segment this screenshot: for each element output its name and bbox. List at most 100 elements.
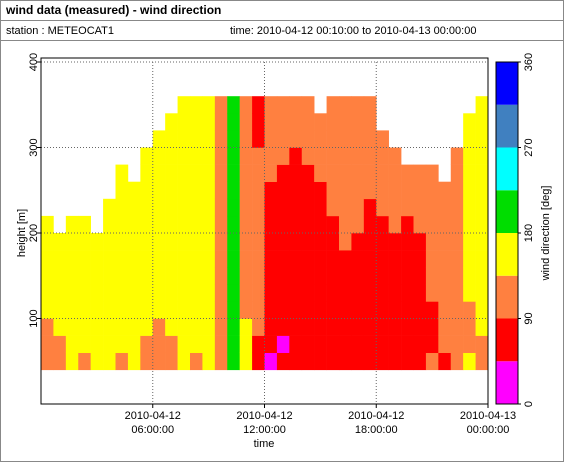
heat-cell bbox=[388, 147, 402, 165]
heat-cell bbox=[475, 113, 489, 131]
heat-cell bbox=[65, 301, 79, 319]
heat-cell bbox=[301, 215, 315, 234]
heat-cell bbox=[177, 335, 191, 353]
heat-cell bbox=[301, 233, 315, 251]
heat-cell bbox=[413, 318, 427, 336]
heat-cell bbox=[127, 301, 141, 319]
colorbar-band bbox=[496, 104, 518, 148]
heat-cell bbox=[301, 352, 315, 371]
heat-cell bbox=[363, 113, 377, 131]
heat-cell bbox=[165, 335, 178, 353]
heat-cell bbox=[326, 130, 340, 148]
heat-cell bbox=[115, 335, 129, 353]
heat-cell bbox=[103, 267, 116, 285]
heat-cell bbox=[276, 130, 290, 148]
heat-cell bbox=[401, 198, 414, 217]
heat-cell bbox=[326, 284, 340, 302]
heat-cell bbox=[475, 267, 489, 285]
heat-cell bbox=[363, 267, 377, 285]
heat-cell bbox=[413, 198, 427, 217]
heat-cell bbox=[289, 215, 303, 234]
heat-cell bbox=[115, 318, 129, 336]
heat-cell bbox=[152, 352, 166, 371]
heat-cell bbox=[301, 301, 315, 319]
heat-cell bbox=[152, 250, 166, 268]
heat-cell bbox=[177, 250, 191, 268]
heat-cell bbox=[301, 335, 315, 353]
heat-cell bbox=[413, 352, 427, 371]
heat-cell bbox=[463, 113, 476, 131]
heat-cell bbox=[127, 198, 141, 217]
heat-cell bbox=[202, 318, 216, 336]
heat-cell bbox=[450, 352, 464, 371]
heat-cell bbox=[475, 164, 489, 182]
heat-cell bbox=[165, 284, 178, 302]
colorbar-band bbox=[496, 190, 518, 233]
heat-cell bbox=[152, 130, 166, 148]
heat-cell bbox=[214, 198, 228, 217]
heat-cell bbox=[165, 164, 178, 182]
heat-cell bbox=[425, 233, 439, 251]
heat-cell bbox=[463, 181, 476, 200]
heat-cell bbox=[53, 318, 67, 336]
heat-cell bbox=[413, 335, 427, 353]
heat-cell bbox=[190, 301, 203, 319]
heat-cell bbox=[127, 318, 141, 336]
heat-cell bbox=[41, 301, 54, 319]
heat-cell bbox=[276, 147, 290, 165]
heat-cell bbox=[413, 215, 427, 234]
heat-cell bbox=[376, 335, 389, 353]
colorbar-band bbox=[496, 361, 518, 404]
heat-cell bbox=[239, 352, 253, 371]
heat-cell bbox=[190, 233, 203, 251]
heat-cell bbox=[214, 130, 228, 148]
heat-cell bbox=[301, 284, 315, 302]
heat-cell bbox=[475, 301, 489, 319]
heat-cell bbox=[264, 335, 278, 353]
heat-cell bbox=[41, 267, 54, 285]
heat-cell bbox=[351, 130, 365, 148]
heat-cell bbox=[214, 181, 228, 200]
heat-cell bbox=[252, 335, 265, 353]
heat-cell bbox=[140, 284, 154, 302]
heat-cell bbox=[463, 215, 476, 234]
heat-cell bbox=[301, 96, 315, 114]
colorbar-band bbox=[496, 318, 518, 362]
heat-cell bbox=[388, 164, 402, 182]
heat-cell bbox=[463, 284, 476, 302]
heat-cell bbox=[363, 181, 377, 200]
heat-cell bbox=[252, 352, 265, 371]
heat-cell bbox=[227, 181, 240, 200]
heat-cell bbox=[413, 250, 427, 268]
heat-cell bbox=[165, 181, 178, 200]
colorbar-tick-label: 360 bbox=[523, 53, 535, 71]
heat-cell bbox=[264, 164, 278, 182]
heat-cell bbox=[127, 267, 141, 285]
heat-cell bbox=[165, 233, 178, 251]
heat-cell bbox=[463, 267, 476, 285]
heat-cell bbox=[413, 164, 427, 182]
heat-cell bbox=[214, 250, 228, 268]
heat-cell bbox=[413, 267, 427, 285]
heat-cell bbox=[103, 318, 116, 336]
heat-cell bbox=[376, 352, 389, 371]
heat-cell bbox=[425, 164, 439, 182]
heat-cell bbox=[53, 335, 67, 353]
heat-cell bbox=[177, 318, 191, 336]
heat-cell bbox=[227, 335, 240, 353]
heat-cell bbox=[276, 113, 290, 131]
heat-cell bbox=[115, 284, 129, 302]
colorbar-tick-label: 180 bbox=[523, 224, 535, 242]
heat-cell bbox=[202, 301, 216, 319]
heat-cell bbox=[351, 147, 365, 165]
heat-cell bbox=[252, 96, 265, 114]
heat-cell bbox=[53, 250, 67, 268]
heat-cell bbox=[227, 352, 240, 371]
heat-cell bbox=[463, 318, 476, 336]
heat-cell bbox=[413, 284, 427, 302]
heat-cell bbox=[202, 267, 216, 285]
heat-cell bbox=[314, 130, 327, 148]
heat-cell bbox=[227, 198, 240, 217]
heat-cell bbox=[326, 267, 340, 285]
heat-cell bbox=[165, 130, 178, 148]
